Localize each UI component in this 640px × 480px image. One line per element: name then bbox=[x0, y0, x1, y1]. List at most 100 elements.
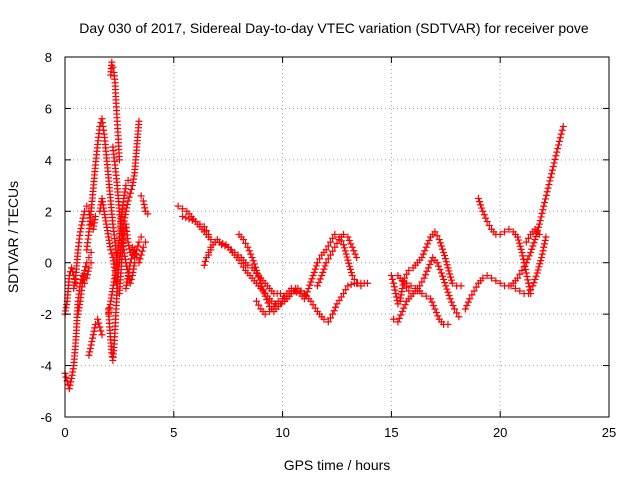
data-point bbox=[86, 348, 94, 356]
data-point bbox=[127, 185, 135, 193]
data-point bbox=[428, 298, 436, 306]
data-point bbox=[421, 247, 429, 255]
y-tick-label: 2 bbox=[45, 204, 52, 219]
data-point bbox=[496, 279, 504, 287]
data-point bbox=[431, 305, 439, 313]
data-point bbox=[293, 288, 301, 296]
x-tick-label: 25 bbox=[602, 425, 616, 440]
data-point bbox=[511, 284, 519, 292]
plot-frame bbox=[64, 56, 610, 418]
data-point bbox=[531, 275, 539, 283]
data-point bbox=[123, 204, 131, 212]
data-point bbox=[305, 284, 313, 292]
data-point bbox=[542, 233, 550, 241]
data-point bbox=[522, 269, 530, 277]
data-point bbox=[543, 188, 551, 196]
data-point bbox=[479, 274, 487, 282]
data-point bbox=[326, 251, 334, 259]
data-point bbox=[82, 263, 90, 271]
data-point bbox=[274, 297, 282, 305]
data-point bbox=[440, 275, 448, 283]
data-point bbox=[207, 236, 215, 244]
y-tick-label: -2 bbox=[40, 307, 52, 322]
series-sat-ac bbox=[507, 233, 550, 298]
x-tick-label: 0 bbox=[61, 425, 68, 440]
data-point bbox=[390, 315, 398, 323]
data-point bbox=[436, 239, 444, 247]
data-point bbox=[400, 304, 408, 312]
data-point bbox=[306, 281, 314, 289]
data-point bbox=[315, 278, 323, 286]
series-sat-u bbox=[252, 284, 308, 318]
data-point bbox=[447, 276, 455, 284]
data-point bbox=[440, 252, 448, 260]
data-point bbox=[425, 236, 433, 244]
data-point bbox=[387, 272, 395, 280]
data-point bbox=[78, 218, 86, 226]
data-point bbox=[437, 242, 445, 250]
data-point bbox=[78, 221, 86, 229]
data-point bbox=[390, 279, 398, 287]
data-point bbox=[248, 254, 256, 262]
data-point bbox=[451, 305, 459, 313]
data-point bbox=[137, 192, 145, 200]
data-point bbox=[555, 141, 563, 149]
data-point bbox=[442, 282, 450, 290]
data-point bbox=[533, 269, 541, 277]
data-point bbox=[308, 275, 316, 283]
data-point bbox=[135, 259, 143, 267]
data-point bbox=[318, 272, 326, 280]
data-point bbox=[507, 282, 515, 290]
data-point bbox=[98, 331, 106, 339]
data-point bbox=[422, 243, 430, 251]
data-point bbox=[96, 323, 104, 331]
series-sat-ab bbox=[474, 194, 535, 298]
data-point bbox=[548, 166, 556, 174]
data-point bbox=[538, 209, 546, 217]
data-point bbox=[534, 266, 542, 274]
data-point bbox=[516, 242, 524, 250]
data-point bbox=[68, 264, 76, 272]
data-point bbox=[448, 298, 456, 306]
series-sat-k bbox=[113, 117, 143, 287]
series-sat-v bbox=[313, 230, 361, 290]
data-point bbox=[472, 283, 480, 291]
data-point bbox=[544, 184, 552, 192]
data-point bbox=[405, 266, 413, 274]
data-point bbox=[446, 270, 454, 278]
data-point bbox=[388, 275, 396, 283]
data-point bbox=[391, 286, 399, 294]
data-point bbox=[518, 248, 526, 256]
data-point bbox=[357, 282, 365, 290]
data-point bbox=[340, 244, 348, 252]
data-point bbox=[245, 247, 253, 255]
data-point bbox=[324, 318, 332, 326]
data-point bbox=[77, 224, 85, 232]
data-point bbox=[239, 236, 247, 244]
data-point bbox=[89, 331, 97, 339]
data-point bbox=[182, 214, 190, 222]
data-point bbox=[537, 257, 545, 265]
data-point bbox=[541, 199, 549, 207]
data-point bbox=[138, 247, 146, 255]
data-point bbox=[554, 145, 562, 153]
data-point bbox=[405, 287, 413, 295]
data-point bbox=[136, 255, 144, 263]
y-tick-label: 4 bbox=[45, 153, 52, 168]
data-point bbox=[134, 242, 142, 250]
y-tick-label: 8 bbox=[45, 50, 52, 65]
data-point bbox=[409, 290, 417, 298]
series-sat-f bbox=[85, 315, 106, 359]
data-point bbox=[137, 251, 145, 259]
data-point bbox=[496, 230, 504, 238]
data-point bbox=[527, 286, 535, 294]
data-point bbox=[529, 242, 537, 250]
data-point bbox=[258, 283, 266, 290]
data-point bbox=[433, 259, 441, 267]
data-point bbox=[310, 268, 318, 276]
data-point bbox=[202, 254, 210, 262]
data-point bbox=[555, 137, 563, 145]
data-point bbox=[436, 266, 444, 274]
data-point bbox=[525, 283, 533, 291]
